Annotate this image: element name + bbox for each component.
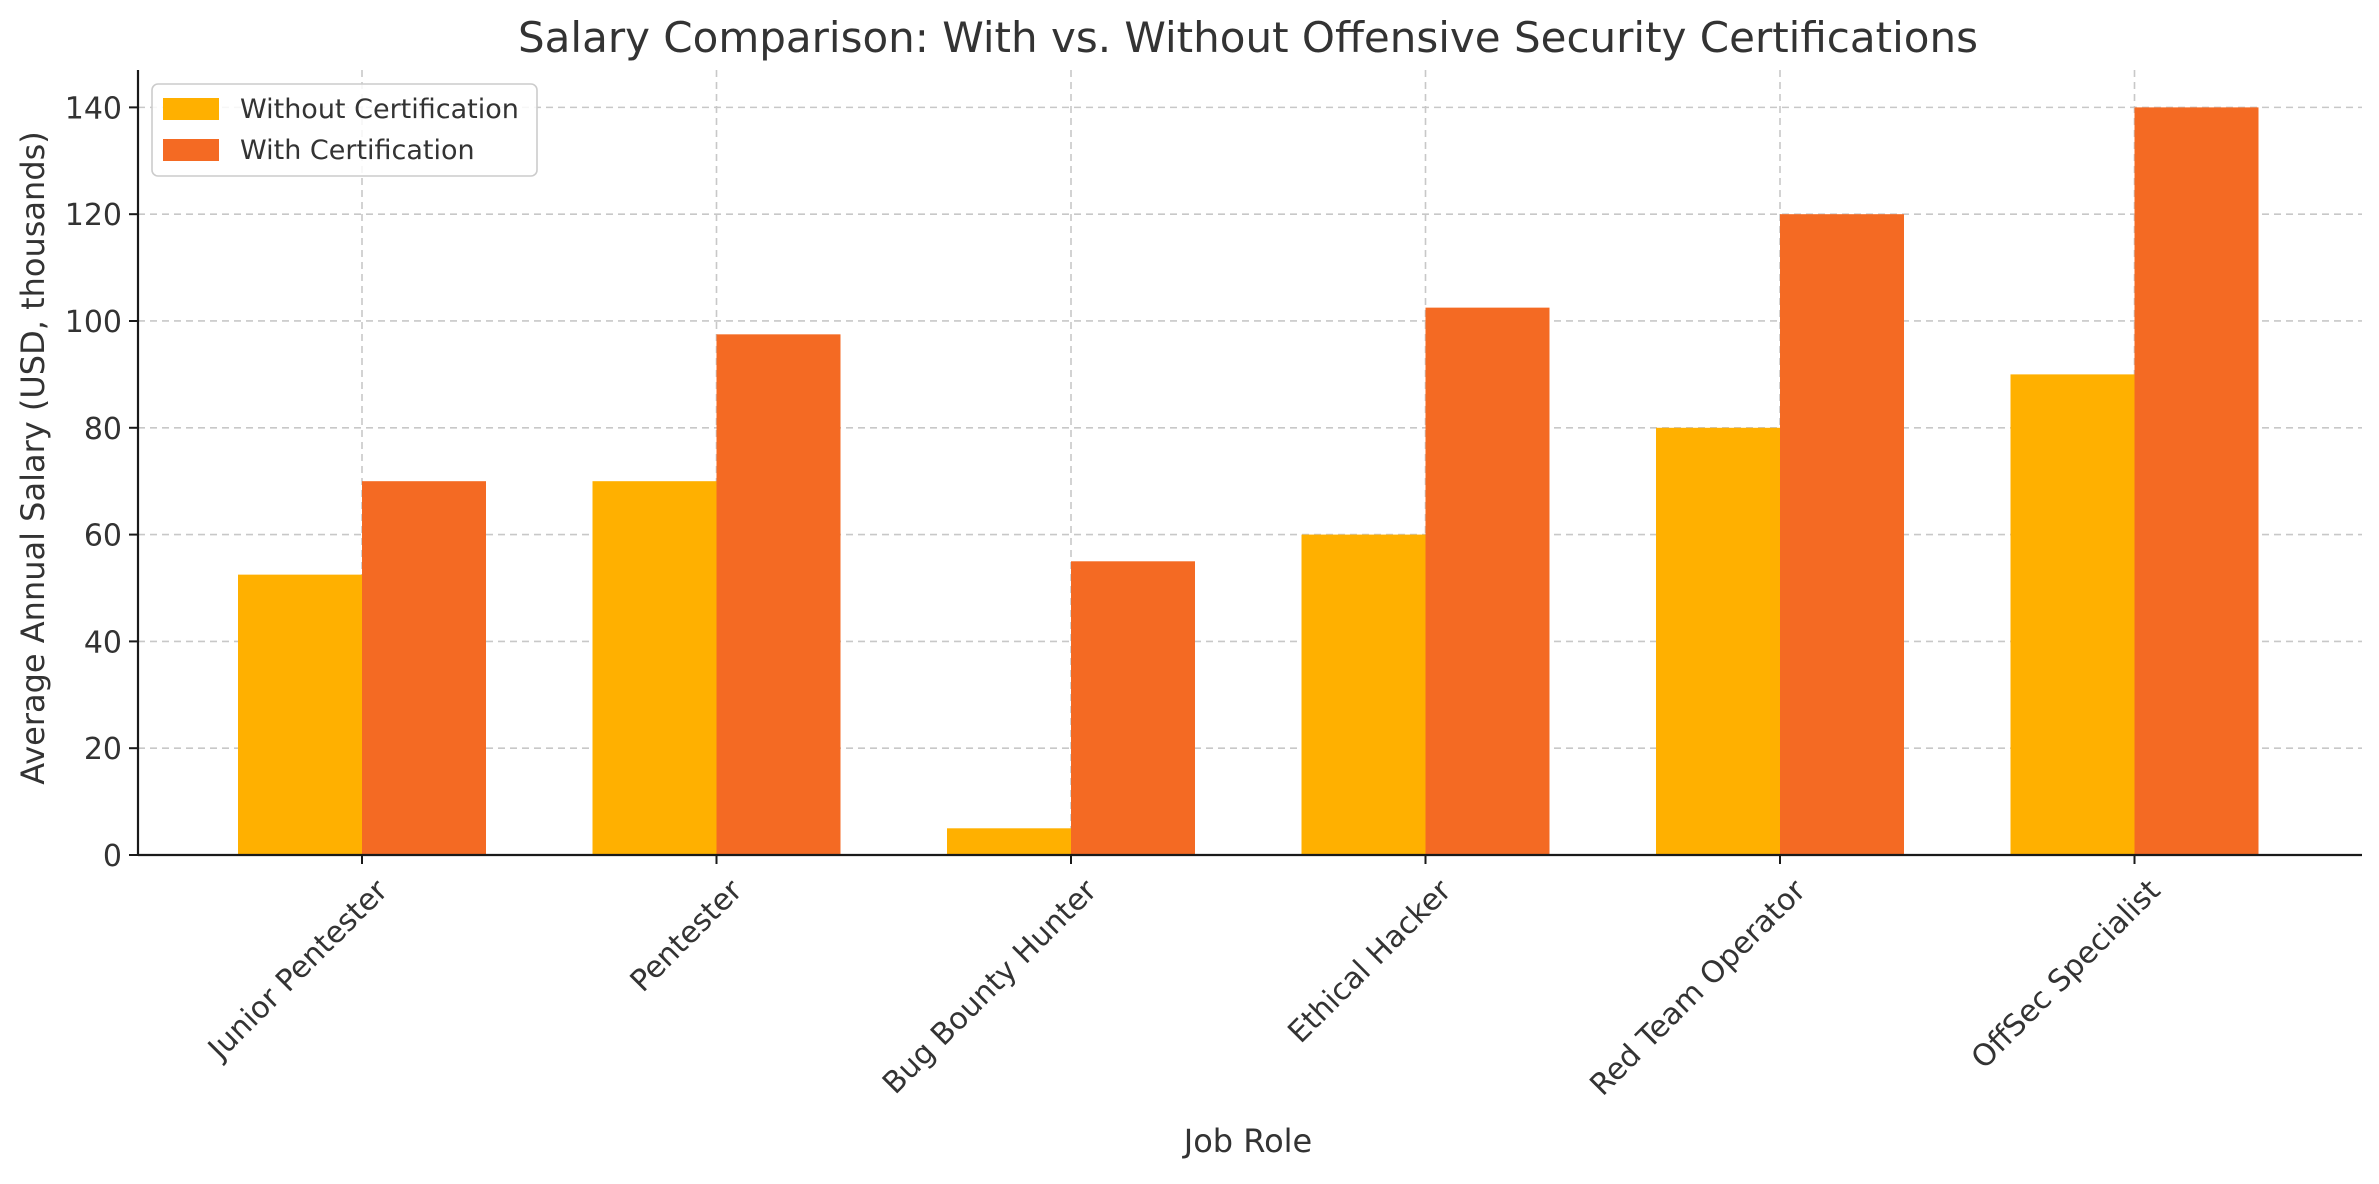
bar-without-certification (947, 828, 1071, 855)
x-axis-ticks: Junior Pentester Pentester Bug Bounty Hunt… (200, 855, 2168, 1103)
y-tick-label: 100 (65, 305, 122, 340)
bar-without-certification (1301, 534, 1426, 855)
y-tick-label: 0 (103, 839, 122, 874)
legend-label: With Certification (240, 135, 475, 166)
legend-label: Without Certification (240, 94, 519, 125)
y-tick-label: 60 (84, 519, 122, 554)
x-tick-label: Bug Bounty Hunter (876, 873, 1104, 1101)
y-tick-label: 40 (84, 625, 122, 660)
y-tick-label: 20 (84, 732, 122, 767)
y-tick-label: 140 (65, 91, 122, 126)
bars (238, 107, 2259, 856)
legend-swatch (163, 98, 219, 120)
x-tick-label: Pentester (624, 873, 750, 999)
legend: Without Certification With Certification (151, 83, 538, 177)
bar-with-certification (1071, 561, 1195, 855)
bar-without-certification (238, 574, 362, 855)
x-axis-label: Job Role (1182, 1122, 1312, 1160)
x-tick-label: Ethical Hacker (1281, 873, 1458, 1050)
y-tick-label: 80 (84, 412, 122, 447)
bar-with-certification (1425, 307, 1550, 855)
bar-without-certification (2010, 374, 2135, 855)
bar-with-certification (2134, 107, 2259, 855)
bar-without-certification (592, 481, 717, 855)
x-tick-label: Red Team Operator (1583, 873, 1813, 1103)
legend-box (151, 83, 538, 177)
legend-swatch (163, 139, 219, 161)
bar-with-certification (716, 334, 841, 855)
y-axis-label: Average Annual Salary (USD, thousands) (14, 131, 52, 785)
x-tick-label: Junior Pentester (200, 873, 395, 1068)
axes (136, 70, 2362, 857)
bar-without-certification (1656, 427, 1780, 855)
y-tick-label: 120 (65, 198, 122, 233)
bar-with-certification (362, 481, 486, 855)
chart-title: Salary Comparison: With vs. Without Offe… (518, 13, 1978, 62)
bar-with-certification (1780, 214, 1904, 856)
x-tick-label: OffSec Specialist (1965, 873, 2168, 1076)
y-axis-ticks: 0 20 40 60 80 100 120 140 (65, 91, 138, 874)
